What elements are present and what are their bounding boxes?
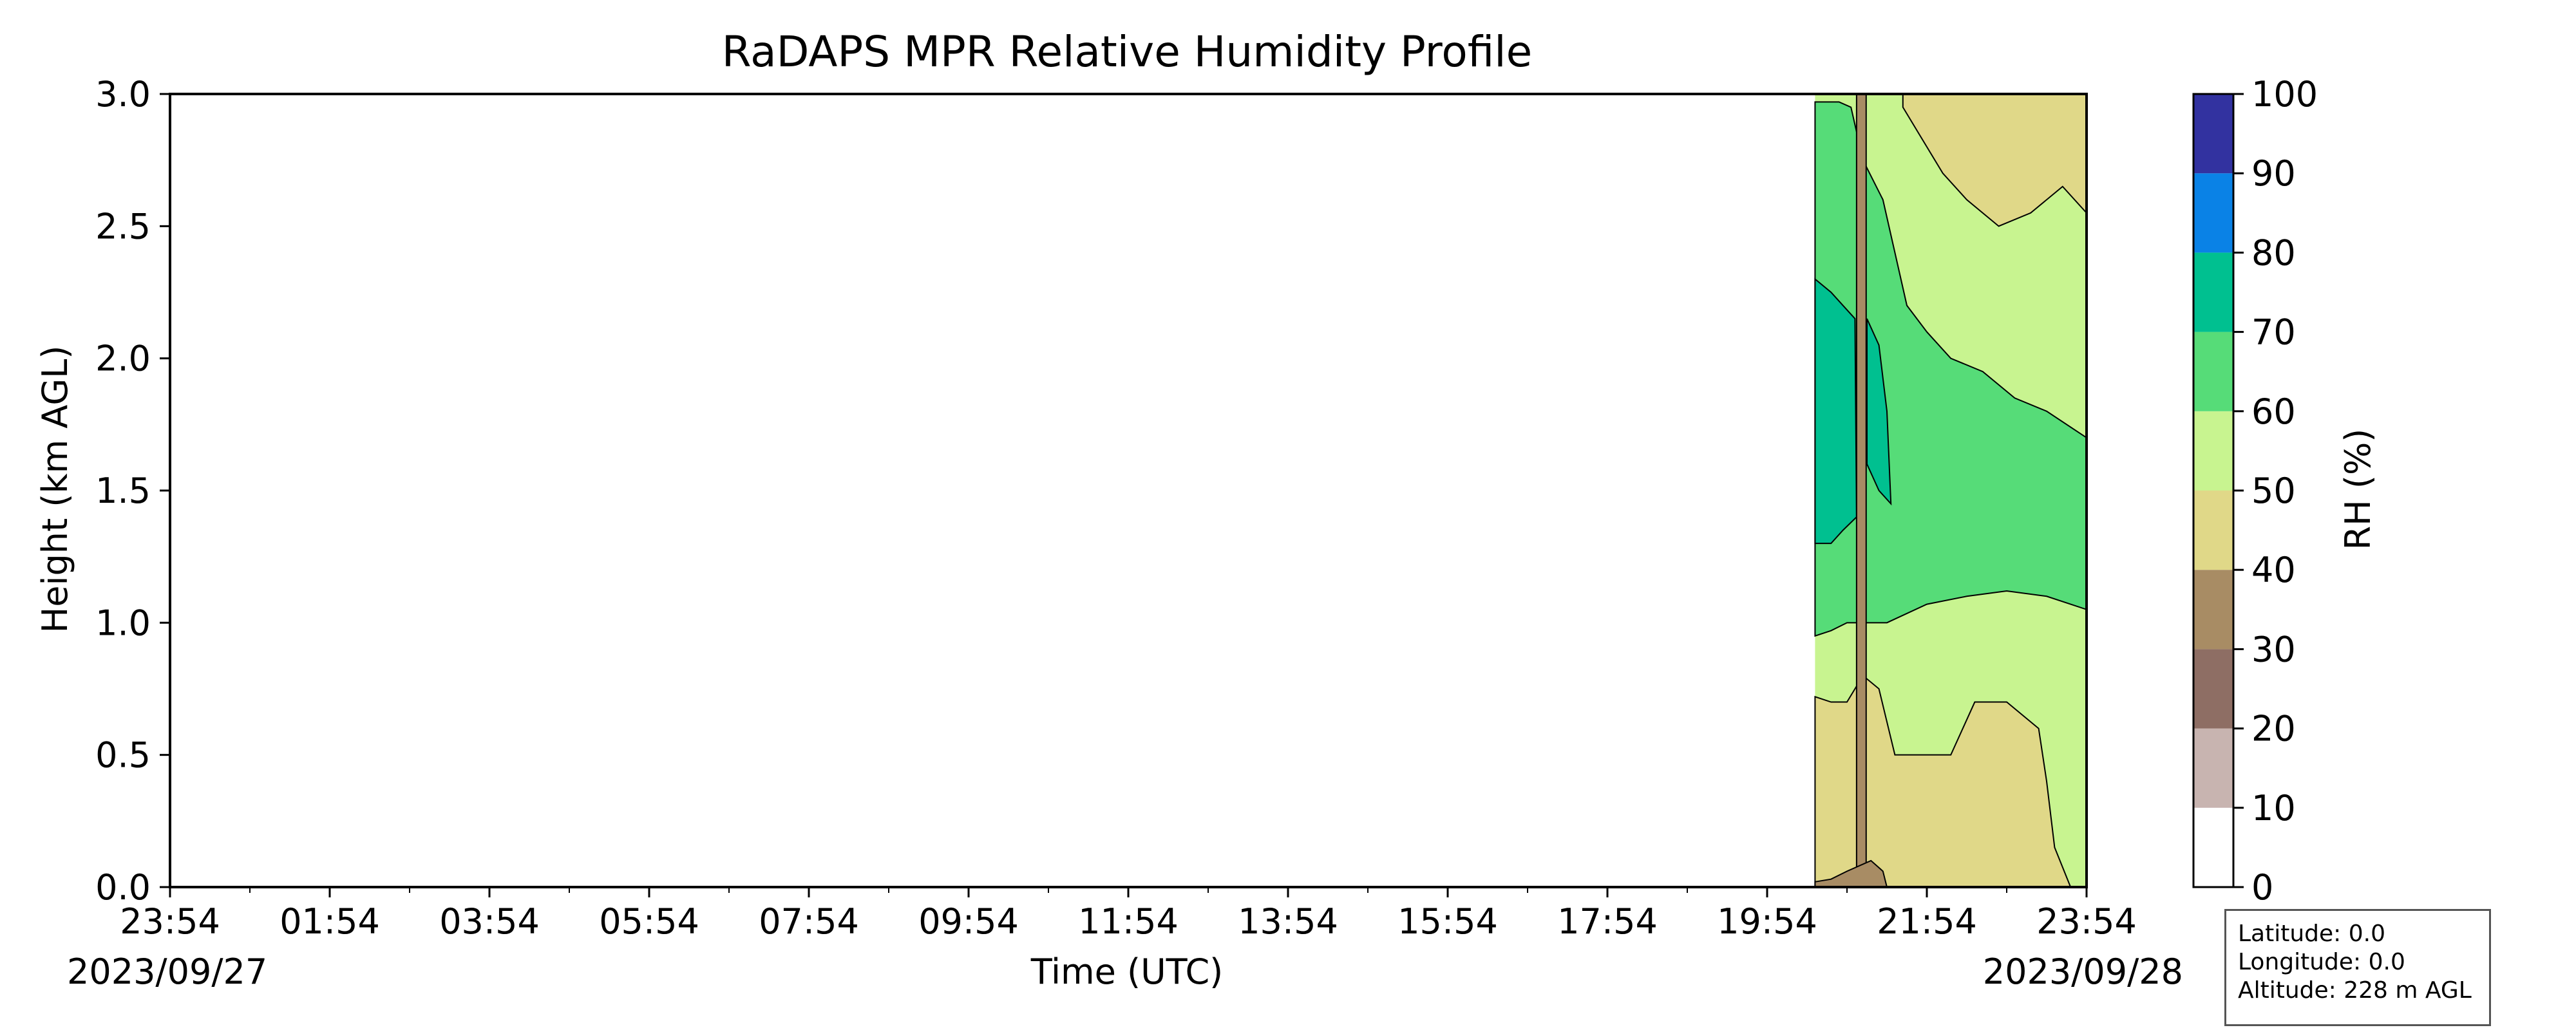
colorbar-tick-label: 60 (2251, 391, 2296, 432)
x-axis-label: Time (UTC) (1030, 951, 1224, 992)
end-date-label: 2023/09/28 (1983, 951, 2183, 992)
colorbar-segment (2193, 173, 2233, 253)
colorbar-label: RH (%) (2338, 429, 2378, 550)
colorbar-tick-label: 80 (2251, 232, 2296, 273)
colorbar-tick-label: 40 (2251, 550, 2296, 590)
colorbar-tick-label: 20 (2251, 709, 2296, 749)
colorbar-segment (2193, 252, 2233, 332)
colorbar-segment (2193, 491, 2233, 570)
x-axis: 23:54 01:54 03:54 05:54 07:54 09:54 11:54 13:54… (120, 887, 2137, 942)
colorbar-tick-label: 30 (2251, 629, 2296, 670)
colorbar-segment (2193, 728, 2233, 808)
colorbar-segment (2193, 807, 2233, 887)
colorbar-tick-label: 50 (2251, 471, 2296, 511)
rh-fill-40-50-lower (1814, 674, 2072, 888)
y-tick-label: 0.5 (95, 735, 151, 776)
altitude-text: Altitude: 228 m AGL (2238, 977, 2472, 1004)
y-axis: 0.0 0.5 1.0 1.5 2.0 2.5 3.0 (95, 74, 170, 908)
longitude-text: Longitude: 0.0 (2238, 949, 2405, 975)
y-tick-label: 2.5 (95, 206, 151, 247)
x-tick-label: 09:54 (918, 901, 1019, 942)
chart-title: RaDAPS MPR Relative Humidity Profile (722, 27, 1533, 77)
x-tick-label: 13:54 (1238, 901, 1338, 942)
colorbar-segment (2193, 94, 2233, 174)
y-tick-label: 0.0 (95, 867, 151, 908)
colorbar-tick-label: 10 (2251, 788, 2296, 829)
x-tick-label: 07:54 (759, 901, 859, 942)
colorbar-tick-label: 100 (2251, 74, 2318, 115)
colorbar-tick-label: 90 (2251, 153, 2296, 194)
x-tick-label: 15:54 (1397, 901, 1498, 942)
start-date-label: 2023/09/27 (67, 951, 267, 992)
x-tick-label: 11:54 (1078, 901, 1179, 942)
y-tick-label: 1.5 (95, 471, 151, 511)
rh-fill-30-40-column (1855, 93, 1867, 888)
plot-frame (169, 93, 2088, 888)
y-tick-label: 1.0 (95, 603, 151, 643)
x-tick-label: 21:54 (1877, 901, 1977, 942)
x-tick-label: 17:54 (1557, 901, 1658, 942)
colorbar-tick-label: 70 (2251, 312, 2296, 353)
colorbar-segment (2193, 649, 2233, 729)
x-tick-label: 23:54 (120, 901, 220, 942)
rh-fill-60-70 (1814, 101, 2087, 637)
y-tick-label: 3.0 (95, 74, 151, 115)
rh-fill-70-80 (1814, 277, 1857, 545)
colorbar: 0 10 20 30 40 50 60 70 80 90 100 (2192, 74, 2318, 908)
x-tick-label: 01:54 (279, 901, 380, 942)
latitude-text: Latitude: 0.0 (2238, 921, 2385, 947)
colorbar-segment (2193, 332, 2233, 411)
rh-fill-70-80-patch (1866, 318, 1892, 506)
y-axis-label: Height (km AGL) (35, 346, 75, 633)
colorbar-segment (2193, 570, 2233, 650)
station-info-box: Latitude: 0.0 Longitude: 0.0 Altitude: 2… (2224, 909, 2491, 1026)
colorbar-tick-label: 0 (2251, 867, 2273, 908)
x-tick-label: 23:54 (2036, 901, 2137, 942)
rh-fill-30-40-surface (1814, 859, 1888, 888)
x-tick-label: 19:54 (1717, 901, 1817, 942)
x-tick-label: 03:54 (439, 901, 540, 942)
colorbar-segment (2193, 411, 2233, 491)
x-tick-label: 05:54 (599, 901, 699, 942)
y-tick-label: 2.0 (95, 339, 151, 379)
plot-area (169, 93, 2088, 888)
